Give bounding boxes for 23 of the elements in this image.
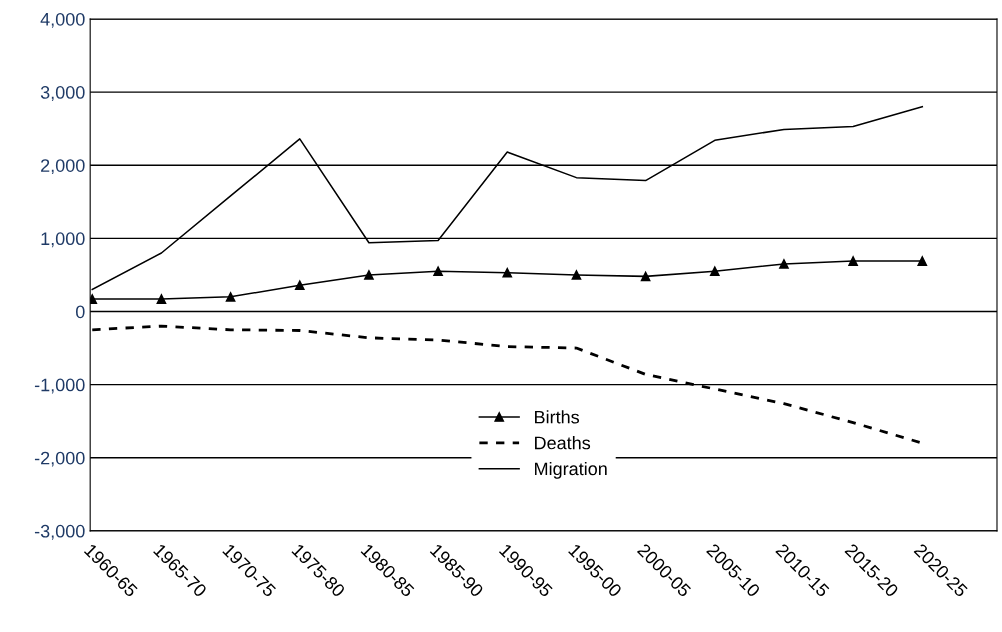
point — [640, 271, 651, 282]
y-tick-label: 4,000 — [40, 12, 85, 28]
y-tick-label: 2,000 — [41, 159, 85, 175]
y-tick-label: 1,000 — [41, 232, 85, 248]
y-tick-label: 0 — [75, 305, 85, 319]
point — [364, 270, 374, 280]
legend-label: Deaths — [535, 436, 591, 450]
point — [225, 291, 236, 302]
point — [156, 294, 167, 304]
y-tick-label: -3,000 — [34, 524, 85, 540]
point — [848, 256, 858, 266]
point — [917, 256, 928, 266]
y-tick-label: 3,000 — [40, 86, 85, 101]
point — [502, 267, 513, 278]
y-tick-label: -2,000 — [34, 451, 85, 467]
point — [709, 266, 720, 277]
y-tick-label: -1,000 — [34, 378, 85, 394]
point — [571, 270, 582, 280]
point — [433, 266, 443, 277]
legend-label: Migration — [535, 461, 607, 479]
point — [779, 259, 789, 269]
legend-label: Births — [535, 410, 580, 424]
point — [294, 280, 305, 291]
